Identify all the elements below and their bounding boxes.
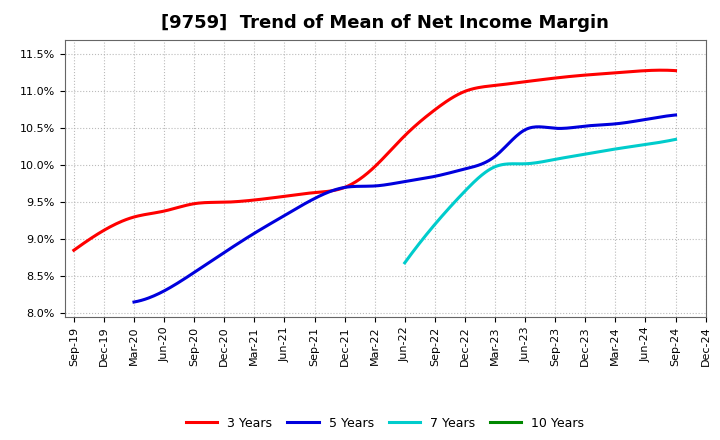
Line: 7 Years: 7 Years [405,139,675,263]
5 Years [586,123,595,128]
7 Years [561,155,570,160]
3 Years [426,111,434,116]
Legend: 3 Years, 5 Years, 7 Years, 10 Years: 3 Years, 5 Years, 7 Years, 10 Years [181,412,590,435]
Line: 3 Years: 3 Years [74,70,675,250]
3 Years [71,246,80,252]
Title: [9759]  Trend of Mean of Net Income Margin: [9759] Trend of Mean of Net Income Margi… [161,15,609,33]
7 Years [400,260,409,265]
7 Years [562,155,570,160]
5 Years [461,166,469,172]
7 Years [646,141,654,147]
3 Years [657,67,666,73]
Line: 5 Years: 5 Years [134,115,675,302]
7 Years [566,154,575,159]
5 Years [671,112,680,117]
7 Years [671,137,680,142]
3 Years [438,102,446,107]
3 Years [577,73,585,78]
5 Years [132,299,140,304]
5 Years [621,120,629,125]
3 Years [671,68,680,73]
7 Years [401,259,410,264]
3 Years [428,110,436,115]
5 Years [130,299,138,304]
3 Years [615,70,624,75]
3 Years [70,248,78,253]
5 Years [452,169,461,174]
5 Years [450,169,459,174]
7 Years [629,144,637,149]
